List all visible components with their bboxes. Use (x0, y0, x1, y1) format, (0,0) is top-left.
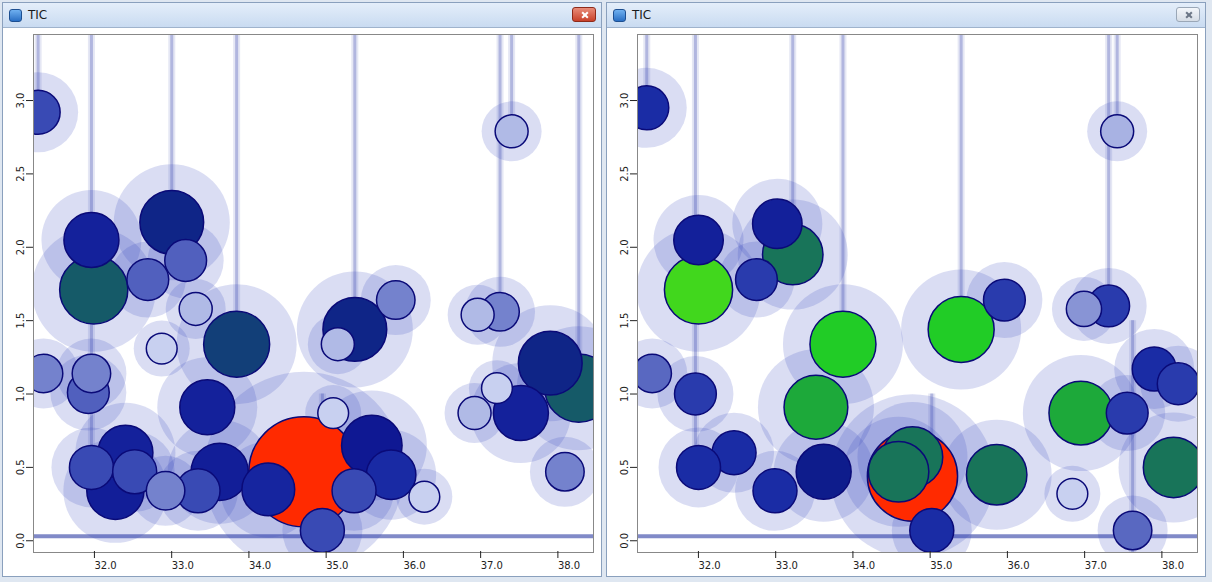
svg-text:2.0: 2.0 (619, 239, 630, 255)
svg-text:3.0: 3.0 (619, 93, 630, 109)
svg-text:32.0: 32.0 (698, 560, 720, 571)
svg-text:33.0: 33.0 (172, 560, 194, 571)
svg-text:1.5: 1.5 (619, 313, 630, 329)
svg-text:33.0: 33.0 (776, 560, 798, 571)
svg-text:37.0: 37.0 (481, 560, 503, 571)
svg-text:0.5: 0.5 (15, 459, 26, 475)
svg-text:0.0: 0.0 (15, 533, 26, 549)
svg-text:1.0: 1.0 (619, 386, 630, 402)
svg-text:37.0: 37.0 (1085, 560, 1107, 571)
svg-text:0.5: 0.5 (619, 459, 630, 475)
svg-text:2.0: 2.0 (15, 239, 26, 255)
svg-text:36.0: 36.0 (1007, 560, 1029, 571)
svg-text:1.0: 1.0 (15, 386, 26, 402)
svg-text:32.0: 32.0 (94, 560, 116, 571)
svg-text:2.5: 2.5 (619, 166, 630, 182)
svg-text:38.0: 38.0 (1162, 560, 1184, 571)
svg-text:3.0: 3.0 (15, 93, 26, 109)
svg-text:0.0: 0.0 (619, 533, 630, 549)
svg-text:35.0: 35.0 (930, 560, 952, 571)
svg-text:35.0: 35.0 (326, 560, 348, 571)
svg-text:1.5: 1.5 (15, 313, 26, 329)
svg-text:2.5: 2.5 (15, 166, 26, 182)
svg-text:34.0: 34.0 (853, 560, 875, 571)
html-text:TIC: TIC (632, 8, 652, 22)
svg-text:34.0: 34.0 (249, 560, 271, 571)
html-text:TIC: TIC (28, 8, 48, 22)
svg-text:36.0: 36.0 (403, 560, 425, 571)
svg-text:38.0: 38.0 (558, 560, 580, 571)
